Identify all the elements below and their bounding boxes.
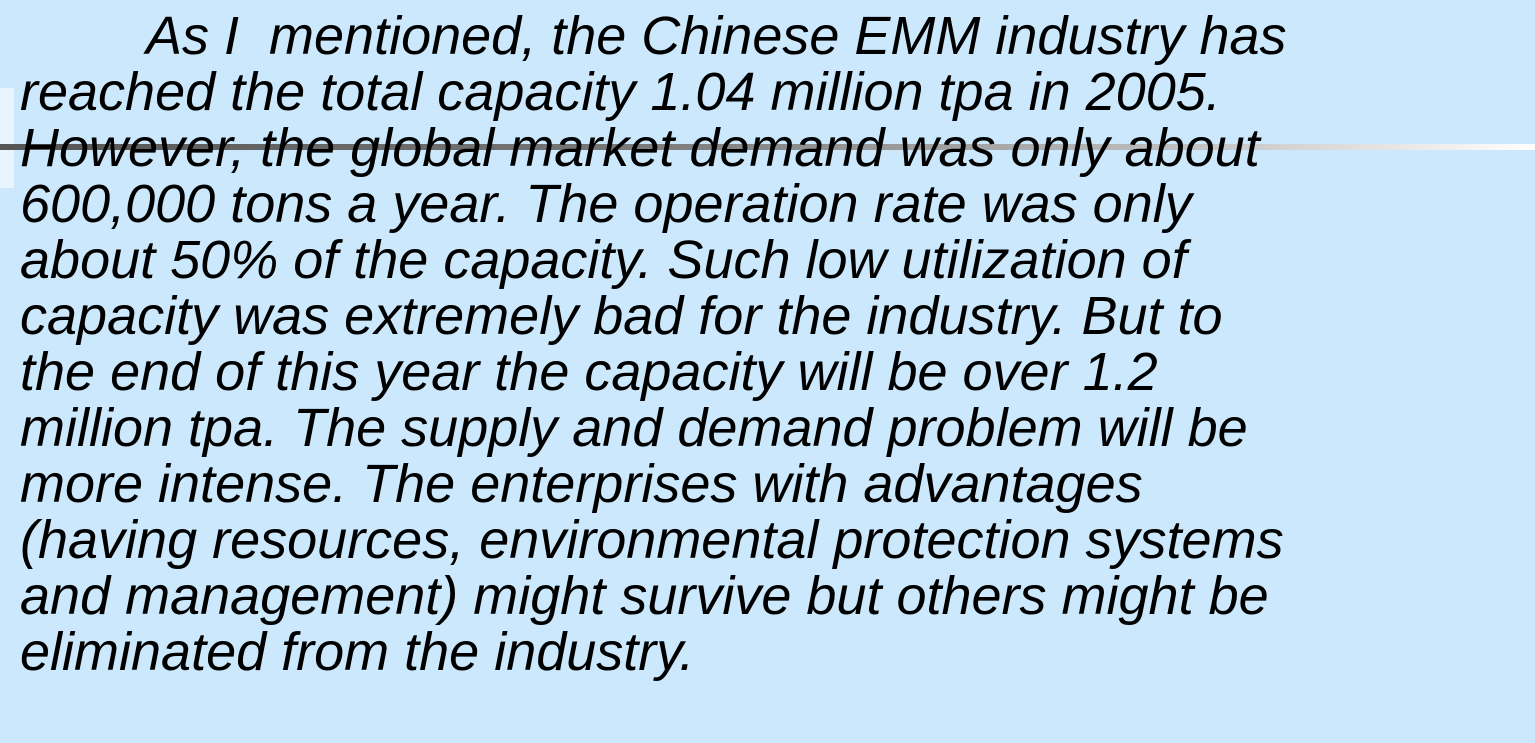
text-line: about 50% of the capacity. Such low util…: [20, 230, 1187, 290]
divider-line: [0, 144, 1535, 150]
text-line: (having resources, environmental protect…: [20, 510, 1284, 570]
text-line: reached the total capacity 1.04 million …: [20, 62, 1221, 122]
paragraph: As I mentioned, the Chinese EMM industry…: [20, 8, 1535, 680]
text-line: more intense. The enterprises with advan…: [20, 454, 1143, 514]
text-line: However, the global market demand was on…: [20, 118, 1260, 178]
text-line: capacity was extremely bad for the indus…: [20, 286, 1223, 346]
text-line: eliminated from the industry.: [20, 622, 695, 682]
text-line: the end of this year the capacity will b…: [20, 342, 1158, 402]
text-line: 600,000 tons a year. The operation rate …: [20, 174, 1192, 234]
text-line: As I mentioned, the Chinese EMM industry…: [146, 6, 1287, 66]
left-bar: [0, 88, 14, 188]
text-line: million tpa. The supply and demand probl…: [20, 398, 1248, 458]
text-line: and management) might survive but others…: [20, 566, 1269, 626]
